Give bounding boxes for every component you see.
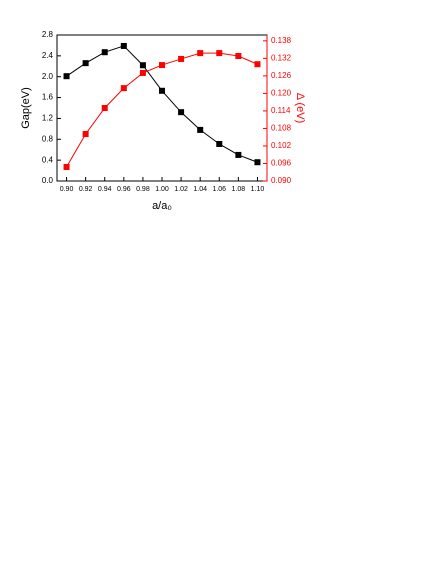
y2-tick-label: 0.138 — [271, 36, 292, 45]
marker — [178, 55, 185, 62]
marker — [101, 105, 108, 111]
marker — [235, 151, 242, 158]
y-tick-label: 0.8 — [42, 134, 54, 143]
marker — [216, 140, 223, 147]
x-tick-label: 1.10 — [251, 186, 265, 193]
y2-tick-label: 0.108 — [271, 124, 292, 133]
y2-tick-label: 0.096 — [271, 159, 292, 168]
y2-tick-label: 0.090 — [271, 176, 292, 185]
marker — [63, 163, 70, 170]
y-tick-label: 2.4 — [42, 51, 54, 60]
y-tick-label: 2.0 — [42, 72, 54, 81]
y2-tick-label: 0.102 — [271, 141, 292, 150]
marker — [254, 159, 261, 166]
marker — [82, 130, 89, 137]
y2-axis-label: Δ (eV) — [294, 93, 306, 124]
y-tick-label: 1.6 — [42, 93, 54, 102]
marker — [120, 85, 127, 92]
y-tick-label: 1.2 — [42, 114, 54, 123]
x-tick-label: 0.92 — [79, 186, 93, 193]
x-tick-label: 1.04 — [193, 186, 207, 193]
y2-tick-label: 0.120 — [271, 89, 292, 98]
x-tick-label: 0.90 — [60, 186, 74, 193]
y-tick-label: 0.0 — [42, 176, 54, 185]
y-tick-label: 0.4 — [42, 155, 54, 164]
x-tick-label: 1.02 — [174, 186, 188, 193]
x-tick-label: 0.94 — [98, 186, 112, 193]
marker — [197, 126, 204, 133]
marker — [254, 61, 261, 68]
x-tick-label: 1.08 — [232, 186, 246, 193]
marker — [139, 69, 146, 76]
marker — [235, 53, 242, 60]
x-tick-label: 1.00 — [155, 186, 169, 193]
marker — [120, 42, 127, 49]
x-axis-label: a/a₀ — [152, 200, 172, 212]
marker — [101, 49, 108, 56]
x-tick-label: 0.98 — [136, 186, 150, 193]
marker — [216, 50, 223, 57]
y2-tick-label: 0.126 — [271, 71, 292, 80]
y2-tick-label: 0.114 — [271, 106, 291, 115]
marker — [82, 60, 89, 67]
y2-tick-label: 0.132 — [271, 53, 292, 62]
marker — [178, 109, 185, 116]
y-axis-label: Gap(eV) — [20, 87, 32, 129]
marker — [197, 50, 204, 57]
x-tick-label: 1.06 — [212, 186, 226, 193]
y-tick-label: 2.8 — [42, 30, 54, 39]
x-tick-label: 0.96 — [117, 186, 131, 193]
marker — [159, 62, 165, 69]
marker — [63, 73, 70, 80]
marker — [159, 87, 165, 94]
marker — [139, 62, 146, 69]
